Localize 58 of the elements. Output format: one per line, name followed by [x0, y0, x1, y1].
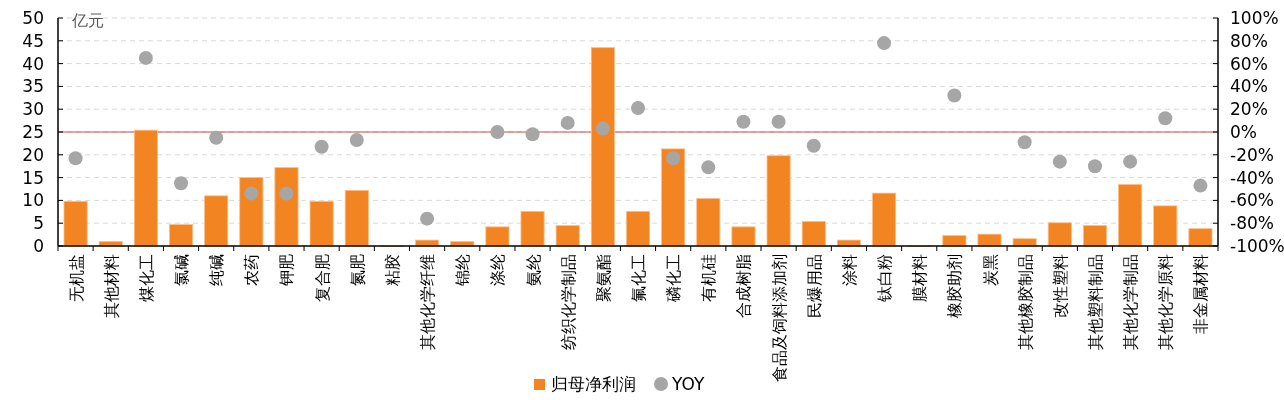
- x-tick-label: 农药: [242, 254, 262, 286]
- x-tick-label: 炭黑: [980, 254, 1000, 286]
- x-tick-label: 非金属材料: [1191, 254, 1211, 334]
- y-tick-label: 15: [22, 167, 44, 188]
- legend-label: 归母净利润: [551, 374, 636, 394]
- y2-tick-label: 0%: [1230, 122, 1257, 142]
- x-tick-label: 食品及饲料添加剂: [769, 254, 789, 382]
- x-tick-label: 氯碱: [172, 254, 192, 286]
- y2-tick-label: 60%: [1230, 53, 1268, 74]
- y-tick-label: 45: [22, 30, 44, 51]
- x-tick-label: 钾肥: [277, 254, 297, 287]
- x-tick-label: 涂料: [839, 254, 859, 286]
- x-tick-label: 煤化工: [136, 254, 156, 302]
- y-tick-label: 35: [22, 76, 44, 97]
- x-tick-label: 有机硅: [699, 254, 719, 302]
- x-tick-label: 民爆用品: [804, 254, 824, 318]
- x-tick-label: 锦纶: [453, 254, 473, 287]
- x-tick-label: 其他材料: [101, 254, 121, 318]
- y-tick-label: 10: [22, 190, 44, 211]
- x-tick-label: 其他化学原料: [1156, 254, 1176, 350]
- x-tick-label: 橡胶助剂: [945, 254, 965, 318]
- y-tick-label: 5: [33, 213, 44, 234]
- y2-tick-label: -60%: [1230, 190, 1274, 211]
- y2-tick-label: -40%: [1230, 167, 1274, 188]
- y-tick-label: 50: [22, 8, 44, 28]
- x-tick-label: 粘胶: [382, 254, 402, 286]
- x-tick-label: 磷化工: [664, 254, 684, 303]
- x-tick-label: 复合肥: [312, 254, 332, 302]
- y2-tick-label: -100%: [1230, 236, 1284, 256]
- x-tick-label: 合成树脂: [734, 254, 754, 318]
- x-tick-label: 聚氨酯: [593, 254, 613, 302]
- y-tick-label: 0: [33, 236, 44, 256]
- x-tick-label: 氟化工: [629, 254, 648, 302]
- legend-label: YOY: [671, 374, 705, 394]
- y2-tick-label: -80%: [1230, 213, 1274, 234]
- x-tick-label: 涤纶: [488, 254, 508, 286]
- y-axis-title: 亿元: [71, 11, 104, 30]
- x-tick-label: 氮肥: [347, 254, 367, 286]
- y2-tick-label: 100%: [1230, 8, 1279, 28]
- y2-tick-label: 40%: [1230, 76, 1268, 97]
- x-tick-label: 无机盐: [66, 254, 86, 302]
- x-tick-label: 改性塑料: [1050, 254, 1070, 318]
- y-tick-label: 25: [22, 122, 44, 142]
- y-tick-label: 30: [22, 99, 44, 120]
- x-tick-label: 纺织化学制品: [558, 254, 578, 350]
- x-tick-label: 膜材料: [910, 254, 930, 302]
- x-tick-label: 钛白粉: [875, 254, 895, 303]
- x-tick-label: 氨纶: [523, 254, 543, 286]
- y-tick-label: 20: [22, 144, 44, 165]
- x-tick-label: 其他化学纤维: [418, 254, 438, 350]
- y2-tick-label: 20%: [1230, 99, 1268, 120]
- y-tick-label: 40: [22, 53, 44, 74]
- y2-tick-label: -20%: [1230, 144, 1274, 165]
- x-tick-label: 其他橡胶制品: [1015, 254, 1035, 350]
- x-tick-label: 其他塑料制品: [1085, 254, 1105, 350]
- y2-tick-label: 80%: [1230, 30, 1268, 51]
- x-tick-label: 纯碱: [207, 254, 227, 286]
- x-tick-label: 其他化学制品: [1121, 254, 1141, 350]
